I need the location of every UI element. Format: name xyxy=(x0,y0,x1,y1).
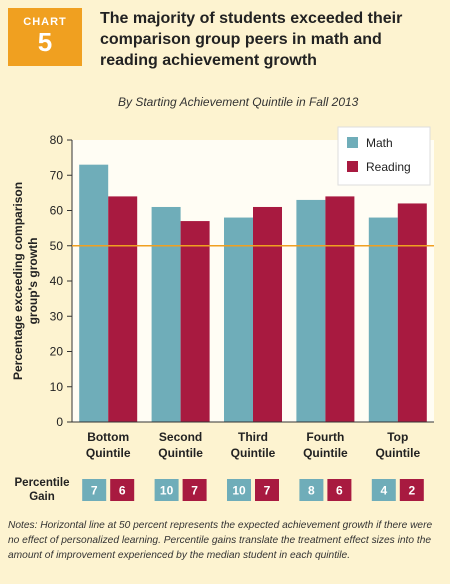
gain-value: 7 xyxy=(264,484,271,498)
bar-math xyxy=(296,199,326,422)
gain-box-reading xyxy=(255,479,279,501)
x-tick-label: Quintile xyxy=(303,446,348,460)
y-tick-label: 30 xyxy=(50,309,64,323)
x-tick-label: Quintile xyxy=(375,446,420,460)
bar-reading xyxy=(253,206,282,422)
y-tick-label: 0 xyxy=(56,415,63,429)
x-tick-label: Quintile xyxy=(86,446,131,460)
gain-box-math xyxy=(371,479,396,501)
x-tick-label: Top xyxy=(387,430,408,444)
gain-box-math xyxy=(299,479,324,501)
gain-box-math xyxy=(227,479,251,501)
badge-label: CHART xyxy=(23,16,67,28)
legend xyxy=(337,126,431,186)
gain-value: 7 xyxy=(191,484,198,498)
gain-box-reading xyxy=(182,479,207,501)
gain-value: 2 xyxy=(408,484,415,498)
y-tick-label: 70 xyxy=(50,168,64,182)
bar-reading xyxy=(325,196,355,422)
x-tick-label: Third xyxy=(238,430,268,444)
gain-value: 8 xyxy=(308,484,315,498)
gain-box-reading xyxy=(110,479,135,501)
y-tick-label: 60 xyxy=(50,204,64,218)
x-tick-label: Quintile xyxy=(158,446,203,460)
y-tick-label: 40 xyxy=(50,274,64,288)
bar-reading xyxy=(397,203,427,422)
x-tick-label: Bottom xyxy=(87,430,129,444)
chart-subtitle: By Starting Achievement Quintile in Fall… xyxy=(118,95,359,109)
chart-title: The majority of students exceeded their … xyxy=(100,10,403,69)
gain-box-reading xyxy=(399,479,424,501)
gain-value: 6 xyxy=(336,484,343,498)
legend-swatch-math xyxy=(347,137,358,148)
gain-value: 6 xyxy=(119,484,126,498)
y-tick-label: 80 xyxy=(50,133,64,147)
bar-chart: 0 10 20 30 40 50 60 70 80 Percentage exceeding co… xyxy=(11,126,434,503)
bar-math xyxy=(79,164,109,423)
x-tick-label: Fourth xyxy=(306,430,344,444)
gain-value: 10 xyxy=(160,484,174,498)
gain-box-reading xyxy=(327,479,352,501)
legend-swatch-reading xyxy=(347,161,358,172)
percentile-gain-label: Percentile xyxy=(15,477,70,489)
y-axis-label: Percentage exceeding comparison xyxy=(11,182,25,380)
gain-value: 7 xyxy=(91,484,98,498)
legend-label-math: Math xyxy=(366,136,393,150)
badge-number: 5 xyxy=(37,27,53,57)
chart-notes: Notes: Horizontal line at 50 percent rep… xyxy=(8,520,433,561)
gain-box-math xyxy=(82,479,107,501)
bar-reading xyxy=(180,221,210,422)
bar-math xyxy=(224,217,253,422)
y-tick-label: 10 xyxy=(50,380,64,394)
bar-math xyxy=(151,206,181,422)
gain-value: 4 xyxy=(380,484,387,498)
y-axis-label: group's growth xyxy=(26,238,40,325)
bar-math xyxy=(368,217,398,422)
chart-badge: CHART 5 xyxy=(8,8,82,66)
x-tick-label: Quintile xyxy=(231,446,276,460)
percentile-gain-label: Gain xyxy=(29,491,55,503)
y-tick-label: 20 xyxy=(50,345,64,359)
bar-reading xyxy=(108,196,138,422)
x-tick-label: Second xyxy=(159,430,202,444)
legend-label-reading: Reading xyxy=(366,160,411,174)
y-tick-label: 50 xyxy=(50,239,64,253)
gain-box-math xyxy=(154,479,179,501)
gain-value: 10 xyxy=(232,484,246,498)
